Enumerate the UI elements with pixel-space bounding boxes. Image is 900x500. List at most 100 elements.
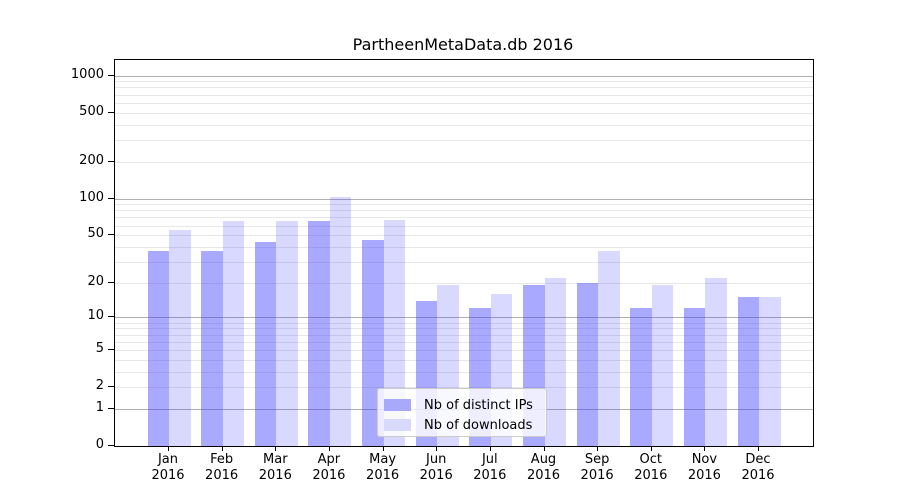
x-tick-label-year: 2016 bbox=[741, 468, 775, 483]
bar-downloads bbox=[329, 196, 352, 446]
y-tick-label: 5 bbox=[95, 340, 104, 356]
y-tick-label: 100 bbox=[79, 189, 104, 205]
x-tick-label-month: Feb bbox=[210, 452, 234, 467]
gridline-major bbox=[115, 198, 813, 200]
x-tick-label-month: Jan bbox=[157, 452, 179, 467]
bar-distinct-ips bbox=[254, 241, 277, 446]
legend-row-distinct-ips: Nb of distinct IPs bbox=[378, 395, 546, 415]
gridline-minor bbox=[115, 387, 813, 389]
gridline-minor bbox=[115, 81, 813, 83]
y-tick-label: 0 bbox=[95, 437, 104, 452]
x-tick-label: Apr 2016 bbox=[297, 452, 361, 484]
x-tick-label-month: May bbox=[369, 452, 397, 467]
x-tick-label: Jul 2016 bbox=[458, 452, 522, 484]
x-tick-mark bbox=[543, 446, 545, 451]
x-tick-mark bbox=[704, 446, 706, 451]
x-tick-mark bbox=[650, 446, 652, 451]
x-tick-mark bbox=[382, 446, 384, 451]
x-tick-label-month: Jun bbox=[426, 452, 447, 467]
bar-downloads bbox=[705, 277, 727, 446]
bar-downloads bbox=[651, 285, 674, 446]
bar-downloads bbox=[598, 250, 620, 446]
x-tick-label: Jan 2016 bbox=[136, 452, 200, 484]
y-tick-mark bbox=[108, 234, 114, 236]
x-tick-label: Feb 2016 bbox=[190, 452, 254, 484]
gridline-minor bbox=[115, 246, 813, 248]
x-tick-label-year: 2016 bbox=[526, 468, 561, 483]
gridline-minor bbox=[115, 102, 813, 104]
gridline-major bbox=[115, 317, 813, 319]
legend-swatch-distinct-ips bbox=[384, 399, 411, 411]
x-tick-label: Sep 2016 bbox=[565, 452, 629, 484]
gridline-minor bbox=[115, 204, 813, 206]
x-tick-label-year: 2016 bbox=[473, 468, 507, 483]
x-tick-mark bbox=[597, 446, 599, 451]
bar-downloads bbox=[222, 221, 245, 446]
x-tick-label-month: Mar bbox=[263, 452, 288, 467]
legend-swatch-downloads bbox=[384, 419, 411, 431]
bar-downloads bbox=[759, 297, 781, 446]
bar-distinct-ips bbox=[737, 297, 759, 446]
y-tick-label: 10 bbox=[87, 308, 104, 324]
x-tick-label-month: Jul bbox=[481, 452, 498, 467]
gridline-minor bbox=[115, 359, 813, 361]
bar-distinct-ips bbox=[683, 308, 706, 446]
gridline-minor bbox=[115, 261, 813, 263]
gridline-minor bbox=[115, 349, 813, 351]
gridline-minor bbox=[115, 282, 813, 284]
bar-distinct-ips bbox=[630, 308, 652, 446]
gridline-minor bbox=[115, 210, 813, 212]
y-tick-mark bbox=[108, 407, 114, 409]
x-tick-label-year: 2016 bbox=[312, 468, 346, 483]
y-tick-mark bbox=[108, 281, 114, 283]
gridline-minor bbox=[115, 124, 813, 126]
gridline-minor bbox=[115, 94, 813, 96]
x-tick-mark bbox=[328, 446, 330, 451]
bar-distinct-ips bbox=[576, 282, 599, 446]
x-tick-label-year: 2016 bbox=[366, 468, 400, 483]
x-tick-label-year: 2016 bbox=[580, 468, 614, 483]
x-tick-label-year: 2016 bbox=[205, 468, 239, 483]
legend: Nb of distinct IPs Nb of downloads bbox=[377, 388, 547, 437]
y-tick-mark bbox=[108, 160, 114, 162]
y-tick-mark bbox=[108, 348, 114, 350]
gridline-minor bbox=[115, 235, 813, 237]
x-tick-mark bbox=[168, 446, 169, 451]
x-tick-label: May 2016 bbox=[351, 452, 415, 484]
y-tick-mark bbox=[108, 316, 114, 318]
bar-downloads bbox=[169, 230, 191, 446]
bar-distinct-ips bbox=[147, 250, 169, 446]
y-tick-label: 1 bbox=[95, 399, 104, 415]
bar-downloads bbox=[276, 221, 298, 446]
x-tick-label-year: 2016 bbox=[151, 468, 185, 483]
y-tick-mark bbox=[108, 74, 114, 76]
x-tick-label-month: Apr bbox=[317, 452, 341, 467]
x-tick-mark bbox=[758, 446, 759, 451]
x-tick-label: Mar 2016 bbox=[243, 452, 307, 484]
y-tick-label: 20 bbox=[87, 273, 104, 289]
x-tick-label-year: 2016 bbox=[634, 468, 668, 483]
y-tick-label: 2 bbox=[95, 378, 104, 394]
gridline-minor bbox=[115, 161, 813, 163]
x-tick-label-month: Oct bbox=[639, 452, 663, 467]
gridline-minor bbox=[115, 341, 813, 343]
x-tick-mark bbox=[436, 446, 438, 451]
legend-row-downloads: Nb of downloads bbox=[378, 415, 546, 435]
x-tick-label: Oct 2016 bbox=[619, 452, 683, 484]
x-tick-label: Nov 2016 bbox=[672, 452, 736, 484]
x-tick-label-year: 2016 bbox=[687, 468, 721, 483]
gridline-minor bbox=[115, 139, 813, 141]
gridline-minor bbox=[115, 87, 813, 89]
bar-distinct-ips bbox=[308, 220, 330, 446]
x-tick-label-year: 2016 bbox=[419, 468, 453, 483]
gridline-minor bbox=[115, 334, 813, 336]
x-tick-label: Aug 2016 bbox=[512, 452, 576, 484]
gridline-minor bbox=[115, 225, 813, 227]
gridline-minor bbox=[115, 371, 813, 373]
y-tick-mark bbox=[108, 445, 114, 446]
gridline-minor bbox=[115, 112, 813, 114]
gridline-minor bbox=[115, 217, 813, 219]
y-tick-mark bbox=[108, 386, 114, 388]
x-tick-mark bbox=[489, 446, 491, 451]
